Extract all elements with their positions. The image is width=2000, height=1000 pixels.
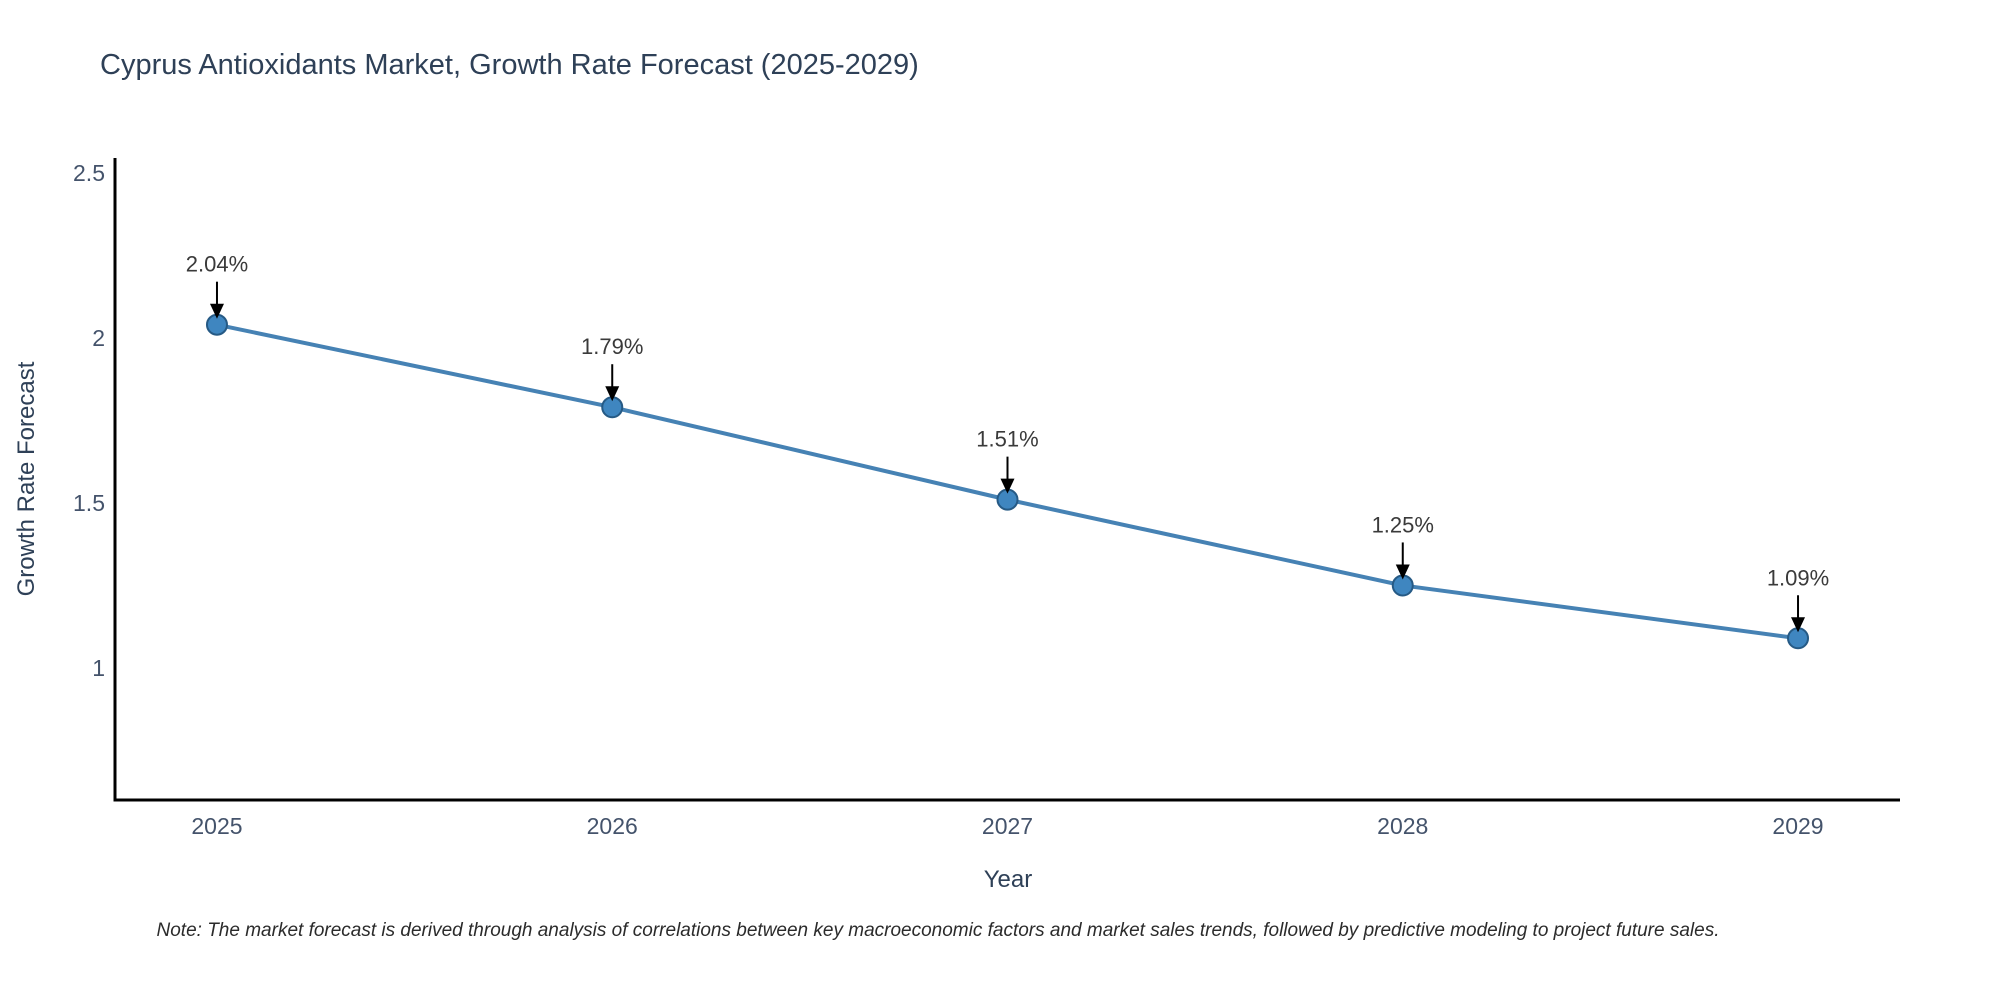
chart-title: Cyprus Antioxidants Market, Growth Rate … xyxy=(100,49,919,81)
annotation-arrow-head xyxy=(1395,564,1410,580)
point-annotation: 1.51% xyxy=(976,427,1039,494)
annotation-label: 1.79% xyxy=(581,334,643,359)
point-annotation: 1.09% xyxy=(1767,565,1829,633)
x-tick-label: 2029 xyxy=(1772,813,1823,839)
y-tick-label: 2 xyxy=(92,325,105,351)
footnote: Note: The market forecast is derived thr… xyxy=(156,920,1720,941)
annotation-arrow-head xyxy=(1000,478,1015,494)
y-tick-label: 2.5 xyxy=(73,160,105,186)
x-tick-label: 2027 xyxy=(982,813,1033,839)
annotation-label: 1.09% xyxy=(1767,565,1829,590)
annotation-arrow-head xyxy=(605,386,620,402)
y-tick-label: 1.5 xyxy=(73,490,105,516)
x-axis-title: Year xyxy=(983,866,1033,893)
annotation-label: 1.25% xyxy=(1372,512,1434,537)
point-annotation: 2.04% xyxy=(186,252,248,319)
y-axis-title: Growth Rate Forecast xyxy=(13,361,40,597)
annotation-label: 1.51% xyxy=(976,427,1038,452)
axis-lines xyxy=(113,158,1900,802)
y-tick-label: 1 xyxy=(92,655,105,681)
point-annotation: 1.25% xyxy=(1372,512,1434,580)
annotation-label: 2.04% xyxy=(186,252,248,277)
x-tick-label: 2025 xyxy=(191,813,242,839)
point-annotation: 1.79% xyxy=(581,334,643,402)
x-tick-label: 2028 xyxy=(1377,813,1428,839)
x-tick-label: 2026 xyxy=(587,813,638,839)
annotation-arrow-head xyxy=(1791,617,1806,633)
annotation-arrow-head xyxy=(209,303,224,319)
